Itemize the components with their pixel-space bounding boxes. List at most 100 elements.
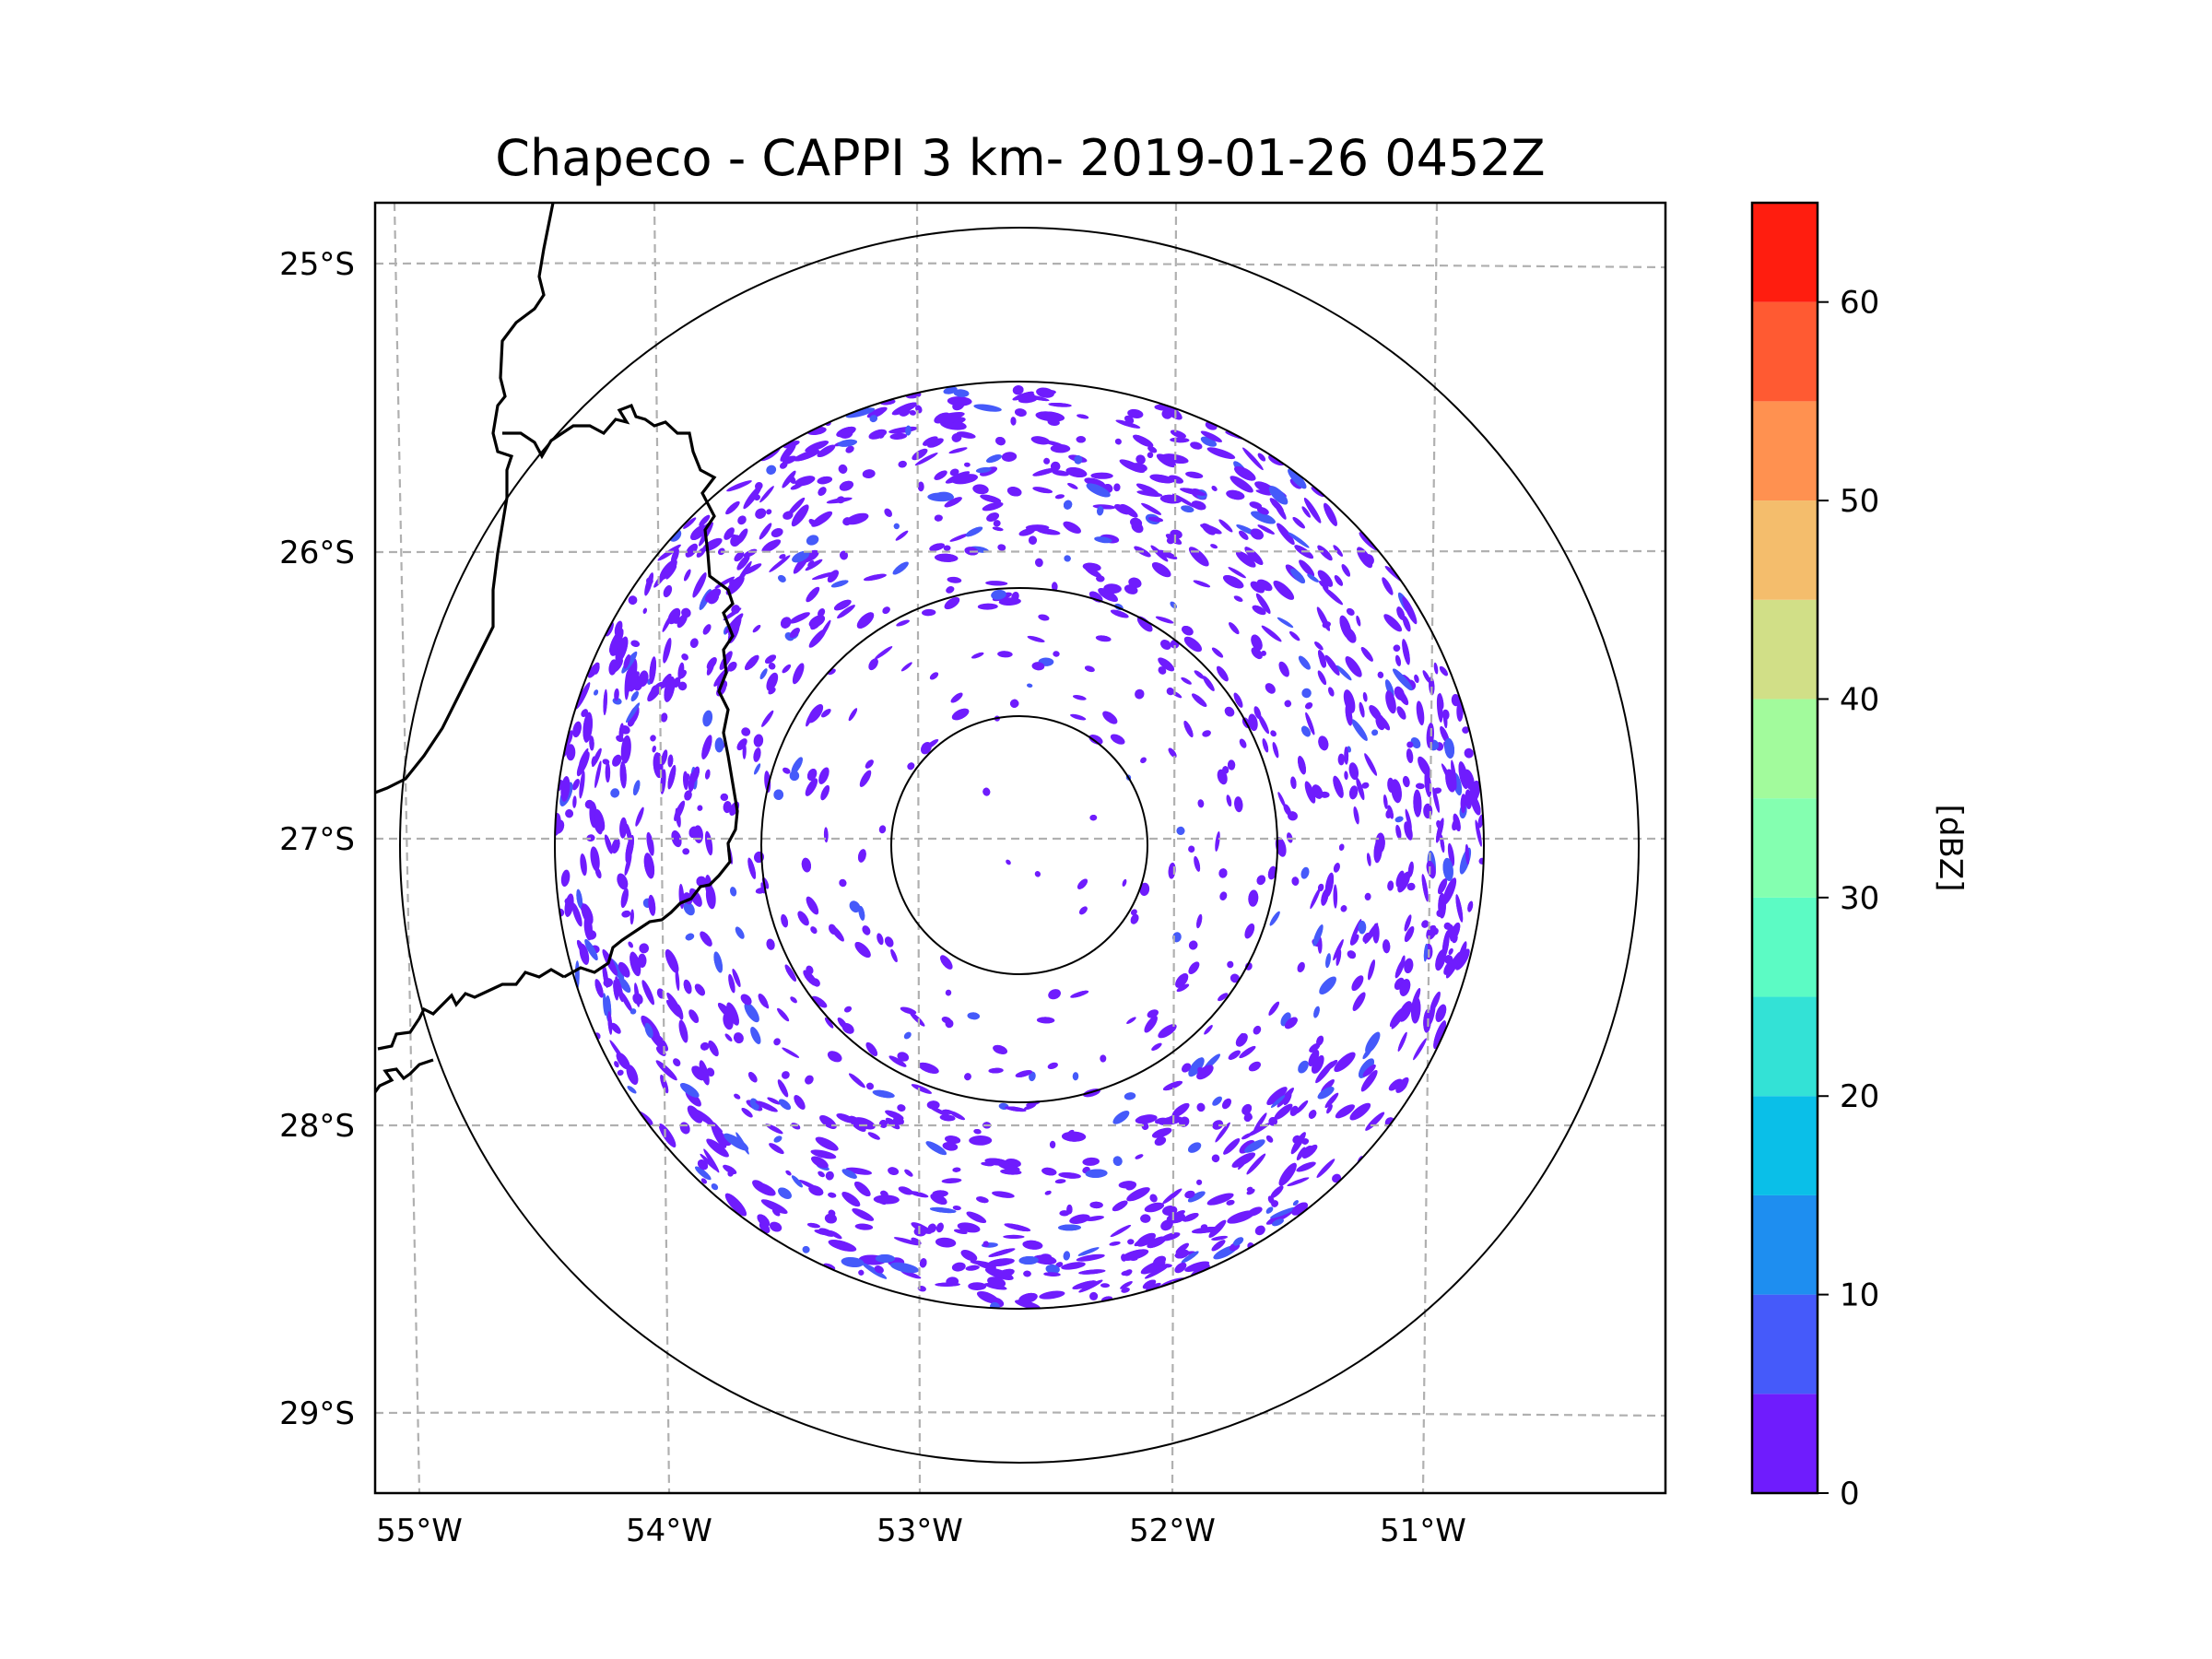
echo-cell xyxy=(1442,857,1453,881)
echo-cell xyxy=(778,1187,792,1199)
echo-cell xyxy=(1402,615,1411,632)
echo-cell xyxy=(926,1100,940,1110)
echo-cell xyxy=(792,663,805,685)
echo-cell xyxy=(740,994,752,1006)
echo-cell xyxy=(1165,534,1182,545)
echo-cell xyxy=(911,1084,933,1094)
colorbar: 0 10 20 30 40 50 60 [dBZ] xyxy=(1750,201,1969,1512)
echo-cell xyxy=(1442,877,1457,905)
echo-cell xyxy=(951,432,962,442)
echo-cell xyxy=(1439,665,1448,677)
echo-cell xyxy=(843,1006,853,1013)
echo-cell xyxy=(1032,467,1057,477)
echo-cell xyxy=(703,1148,720,1173)
echo-cell xyxy=(1206,447,1236,460)
echo-cell xyxy=(579,747,589,766)
echo-cell xyxy=(1271,1095,1286,1108)
echo-cell xyxy=(780,617,792,629)
echo-cell xyxy=(877,933,884,946)
colorbar-bin xyxy=(1752,1096,1818,1195)
echo-cell xyxy=(613,980,618,1001)
echo-cell xyxy=(1211,1235,1229,1241)
echo-cell xyxy=(644,1022,653,1039)
echo-cell xyxy=(1052,470,1070,477)
echo-cell xyxy=(638,670,649,688)
graticule xyxy=(375,203,1665,1493)
echo-cell xyxy=(660,1074,669,1094)
echo-cell xyxy=(608,659,618,676)
echo-cell xyxy=(1112,1200,1128,1212)
echo-cell xyxy=(806,535,819,546)
echo-cell xyxy=(858,1269,865,1276)
echo-cell xyxy=(713,951,723,973)
echo-cell xyxy=(888,1055,907,1067)
echo-cell xyxy=(953,389,970,397)
echo-cell xyxy=(1257,524,1275,535)
echo-cell xyxy=(1364,753,1378,776)
echo-cell xyxy=(773,1038,781,1046)
echo-cell xyxy=(726,480,752,492)
echo-cell xyxy=(1147,516,1164,523)
echo-cell xyxy=(629,1008,637,1015)
echo-cell xyxy=(729,887,737,897)
echo-cell xyxy=(1467,900,1474,912)
echo-cell xyxy=(611,838,620,853)
echo-cell xyxy=(1393,644,1401,652)
echo-cell xyxy=(630,640,641,647)
echo-cell xyxy=(765,654,776,665)
state-borders xyxy=(375,203,739,1093)
echo-cell xyxy=(1324,1092,1339,1109)
echo-cell xyxy=(617,873,629,890)
echo-cell xyxy=(1353,806,1359,825)
echo-cell xyxy=(872,1089,895,1099)
echo-cell xyxy=(1010,417,1017,426)
echo-cell xyxy=(660,673,672,689)
echo-cell xyxy=(1027,635,1045,642)
echo-cell xyxy=(1227,759,1236,771)
echo-cell xyxy=(667,765,677,790)
echo-cell xyxy=(1445,769,1456,793)
echo-cell xyxy=(1223,575,1244,589)
echo-cell xyxy=(737,515,747,525)
echo-cell xyxy=(712,1146,720,1153)
echo-cell xyxy=(1229,622,1240,635)
echo-cell xyxy=(1077,414,1089,419)
echo-cell xyxy=(1239,1045,1256,1059)
echo-cell xyxy=(808,519,818,526)
echo-cell xyxy=(849,900,861,913)
echo-cell xyxy=(1088,591,1103,603)
echo-cell xyxy=(1335,665,1352,681)
echo-cell xyxy=(592,747,602,768)
echo-cell xyxy=(1027,683,1033,688)
echo-cell xyxy=(723,801,732,814)
echo-cell xyxy=(1028,535,1038,545)
echo-cell xyxy=(1298,756,1306,775)
echo-cell xyxy=(584,938,598,961)
echo-cell xyxy=(768,663,776,670)
echo-cell xyxy=(1144,1016,1158,1033)
echo-cell xyxy=(967,1012,980,1020)
echo-cell xyxy=(839,878,847,888)
echo-cell xyxy=(773,789,784,800)
echo-cell xyxy=(555,819,565,834)
echo-cell xyxy=(1344,771,1348,781)
echo-cell xyxy=(694,1166,712,1181)
echo-cell xyxy=(1211,486,1218,491)
border-line-southwest xyxy=(375,1058,434,1093)
echo-cell xyxy=(892,561,909,575)
echo-cell xyxy=(812,978,820,987)
echo-cell xyxy=(948,1111,965,1121)
echo-cell xyxy=(1168,747,1177,759)
echo-cell xyxy=(1090,472,1113,479)
echo-cell xyxy=(755,508,767,519)
echo-cell xyxy=(1043,1272,1061,1277)
echo-cell xyxy=(714,737,724,753)
echo-cell xyxy=(1158,666,1167,675)
echo-cell xyxy=(1223,1138,1241,1155)
echo-cell xyxy=(630,690,640,702)
echo-cell xyxy=(1239,530,1249,540)
colorbar-tick-label: 30 xyxy=(1840,880,1879,917)
echo-cell xyxy=(1074,454,1083,465)
echo-cell xyxy=(1435,1004,1447,1022)
echo-cell xyxy=(1077,878,1088,889)
